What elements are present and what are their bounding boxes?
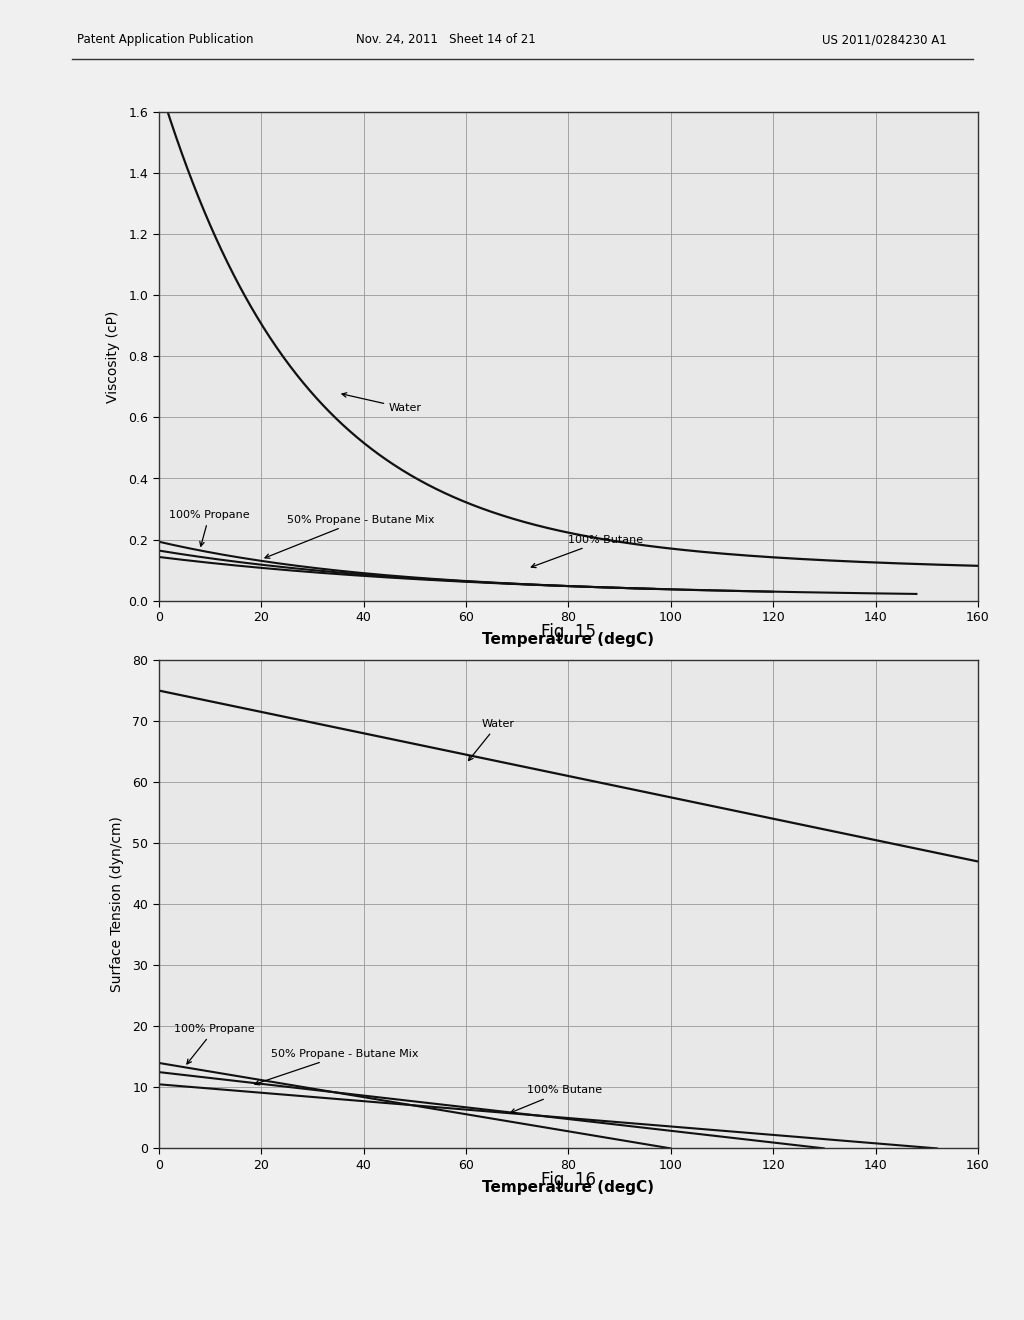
Text: 100% Butane: 100% Butane <box>531 535 643 568</box>
Text: Fig. 16: Fig. 16 <box>541 1171 596 1189</box>
Text: 100% Propane: 100% Propane <box>174 1024 255 1064</box>
Text: Patent Application Publication: Patent Application Publication <box>77 33 253 46</box>
Text: Fig. 15: Fig. 15 <box>541 623 596 642</box>
Text: 50% Propane - Butane Mix: 50% Propane - Butane Mix <box>255 1049 419 1085</box>
Text: Nov. 24, 2011   Sheet 14 of 21: Nov. 24, 2011 Sheet 14 of 21 <box>355 33 536 46</box>
Text: US 2011/0284230 A1: US 2011/0284230 A1 <box>822 33 947 46</box>
Y-axis label: Viscosity (cP): Viscosity (cP) <box>105 310 120 403</box>
Text: 100% Butane: 100% Butane <box>511 1085 602 1113</box>
Text: 50% Propane - Butane Mix: 50% Propane - Butane Mix <box>265 515 434 558</box>
Text: Water: Water <box>469 719 514 760</box>
Text: Water: Water <box>342 393 422 413</box>
X-axis label: Temperature (degC): Temperature (degC) <box>482 1180 654 1195</box>
Text: 100% Propane: 100% Propane <box>169 511 250 546</box>
Y-axis label: Surface Tension (dyn/cm): Surface Tension (dyn/cm) <box>110 816 124 993</box>
X-axis label: Temperature (degC): Temperature (degC) <box>482 632 654 647</box>
